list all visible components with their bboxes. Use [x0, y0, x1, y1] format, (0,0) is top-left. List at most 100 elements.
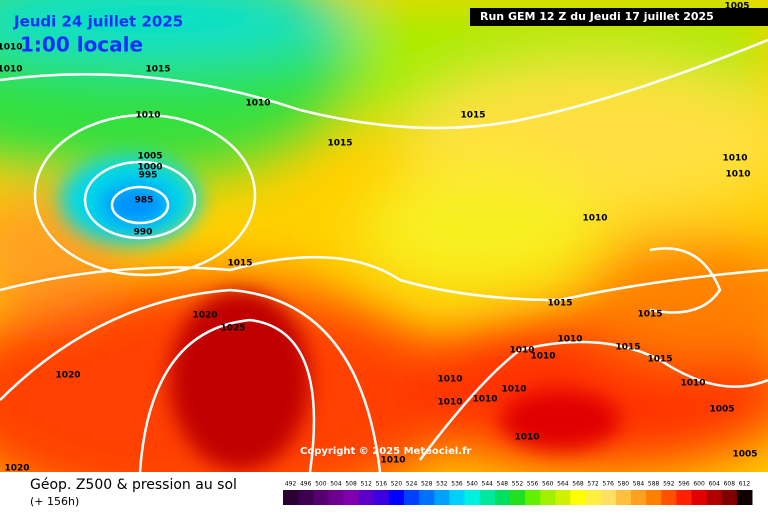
scale-label: 604 [708, 481, 720, 488]
scale-swatch [358, 490, 375, 505]
isobar-label: 1005 [709, 405, 734, 415]
scale-swatch [283, 490, 299, 505]
scale-label: 556 [527, 481, 539, 488]
scale-label: 560 [542, 481, 554, 488]
scale-label: 588 [648, 481, 660, 488]
run-info: Run GEM 12 Z du Jeudi 17 juillet 2025 [480, 10, 714, 23]
isobar-label: 1005 [137, 152, 162, 162]
isobar-lines [0, 38, 768, 473]
isobar-label: 1010 [472, 395, 497, 405]
isobar-label: 1010 [530, 352, 555, 362]
scale-label: 564 [557, 481, 569, 488]
scale-label: 500 [315, 481, 327, 488]
scale-label: 576 [603, 481, 615, 488]
isobar-label: 995 [139, 171, 158, 181]
footer-lead: (+ 156h) [30, 495, 79, 508]
isobar-label: 1015 [227, 259, 252, 269]
copyright: Copyright © 2025 Meteociel.fr [300, 446, 471, 457]
scale-swatch [419, 490, 435, 505]
isobar-label: 1010 [582, 214, 607, 224]
scale-swatch [328, 490, 345, 505]
isobar-label: 1020 [4, 464, 29, 474]
scale-label: 612 [739, 481, 751, 488]
scale-label: 544 [482, 481, 494, 488]
isobar-label: 1005 [732, 450, 757, 460]
isobar-label: 1010 [501, 385, 526, 395]
isobar-label: 1010 [135, 111, 160, 121]
isobar-label: 1010 [437, 398, 462, 408]
footer-title: Géop. Z500 & pression au sol [30, 477, 237, 493]
scale-swatch [404, 490, 420, 505]
isobar-label: 1010 [0, 65, 23, 75]
scale-swatch [646, 490, 662, 505]
scale-label: 512 [360, 481, 372, 488]
isobar-label: 1000 [137, 163, 162, 173]
scale-swatch [434, 490, 450, 505]
scale-label: 524 [406, 481, 418, 488]
scale-swatch [570, 490, 587, 505]
scale-label: 600 [693, 481, 705, 488]
scale-swatch [540, 490, 556, 505]
scale-swatch [736, 490, 753, 505]
scale-label: 580 [618, 481, 630, 488]
isobar-label: 1005 [724, 2, 749, 12]
scale-swatch [449, 490, 466, 505]
scale-swatch [373, 490, 390, 505]
scale-swatch [494, 490, 511, 505]
scale-label: 584 [633, 481, 645, 488]
scale-swatch [721, 490, 738, 505]
isobar-label: 1015 [547, 299, 572, 309]
run-box [470, 8, 768, 26]
scale-swatch [388, 490, 405, 505]
scale-swatch [525, 490, 541, 505]
isobar-label: 1015 [327, 139, 352, 149]
isobar-label: 1010 [514, 433, 539, 443]
scale-label: 592 [663, 481, 675, 488]
isobar-label: 1015 [637, 310, 662, 320]
isobar-label: 1010 [680, 379, 705, 389]
scale-label: 528 [421, 481, 433, 488]
scale-label: 508 [345, 481, 357, 488]
isobar-label: 1010 [557, 335, 582, 345]
isobar-label: 1020 [192, 311, 217, 321]
scale-swatch [509, 490, 526, 505]
isobar-label: 1010 [437, 375, 462, 385]
scale-swatch [630, 490, 647, 505]
isobar-label: 1025 [220, 324, 245, 334]
scale-swatch [464, 490, 481, 505]
scale-swatch [555, 490, 571, 505]
scale-swatch [706, 490, 723, 505]
isobar-label: 1015 [647, 355, 672, 365]
scale-label: 608 [724, 481, 736, 488]
scale-swatch [479, 490, 496, 505]
scale-label: 536 [451, 481, 463, 488]
scale-label: 596 [678, 481, 690, 488]
isobar-label: 1015 [460, 111, 485, 121]
isobar-label: 1020 [55, 371, 80, 381]
scale-swatch [661, 490, 677, 505]
scale-swatch [600, 490, 617, 505]
scale-swatch [691, 490, 708, 505]
scale-label: 504 [330, 481, 342, 488]
scale-label: 492 [285, 481, 297, 488]
scale-swatch [585, 490, 602, 505]
isobar-label: 1010 [0, 43, 23, 53]
isobar-label: 985 [135, 196, 154, 206]
scale-swatch [343, 490, 360, 505]
isobar-label: 1015 [145, 65, 170, 75]
isobar-label: 1010 [725, 170, 750, 180]
isobar-label: 1010 [245, 99, 270, 109]
scale-label: 516 [376, 481, 388, 488]
isobar-label: 990 [134, 228, 153, 238]
scale-label: 568 [572, 481, 584, 488]
scale-label: 532 [436, 481, 448, 488]
isobar-label: 1010 [722, 154, 747, 164]
isobar-label: 1010 [509, 346, 534, 356]
scale-label: 496 [300, 481, 312, 488]
scale-swatch [676, 490, 692, 505]
scale-swatch [615, 490, 632, 505]
scale-label: 548 [497, 481, 509, 488]
scale-label: 520 [391, 481, 403, 488]
